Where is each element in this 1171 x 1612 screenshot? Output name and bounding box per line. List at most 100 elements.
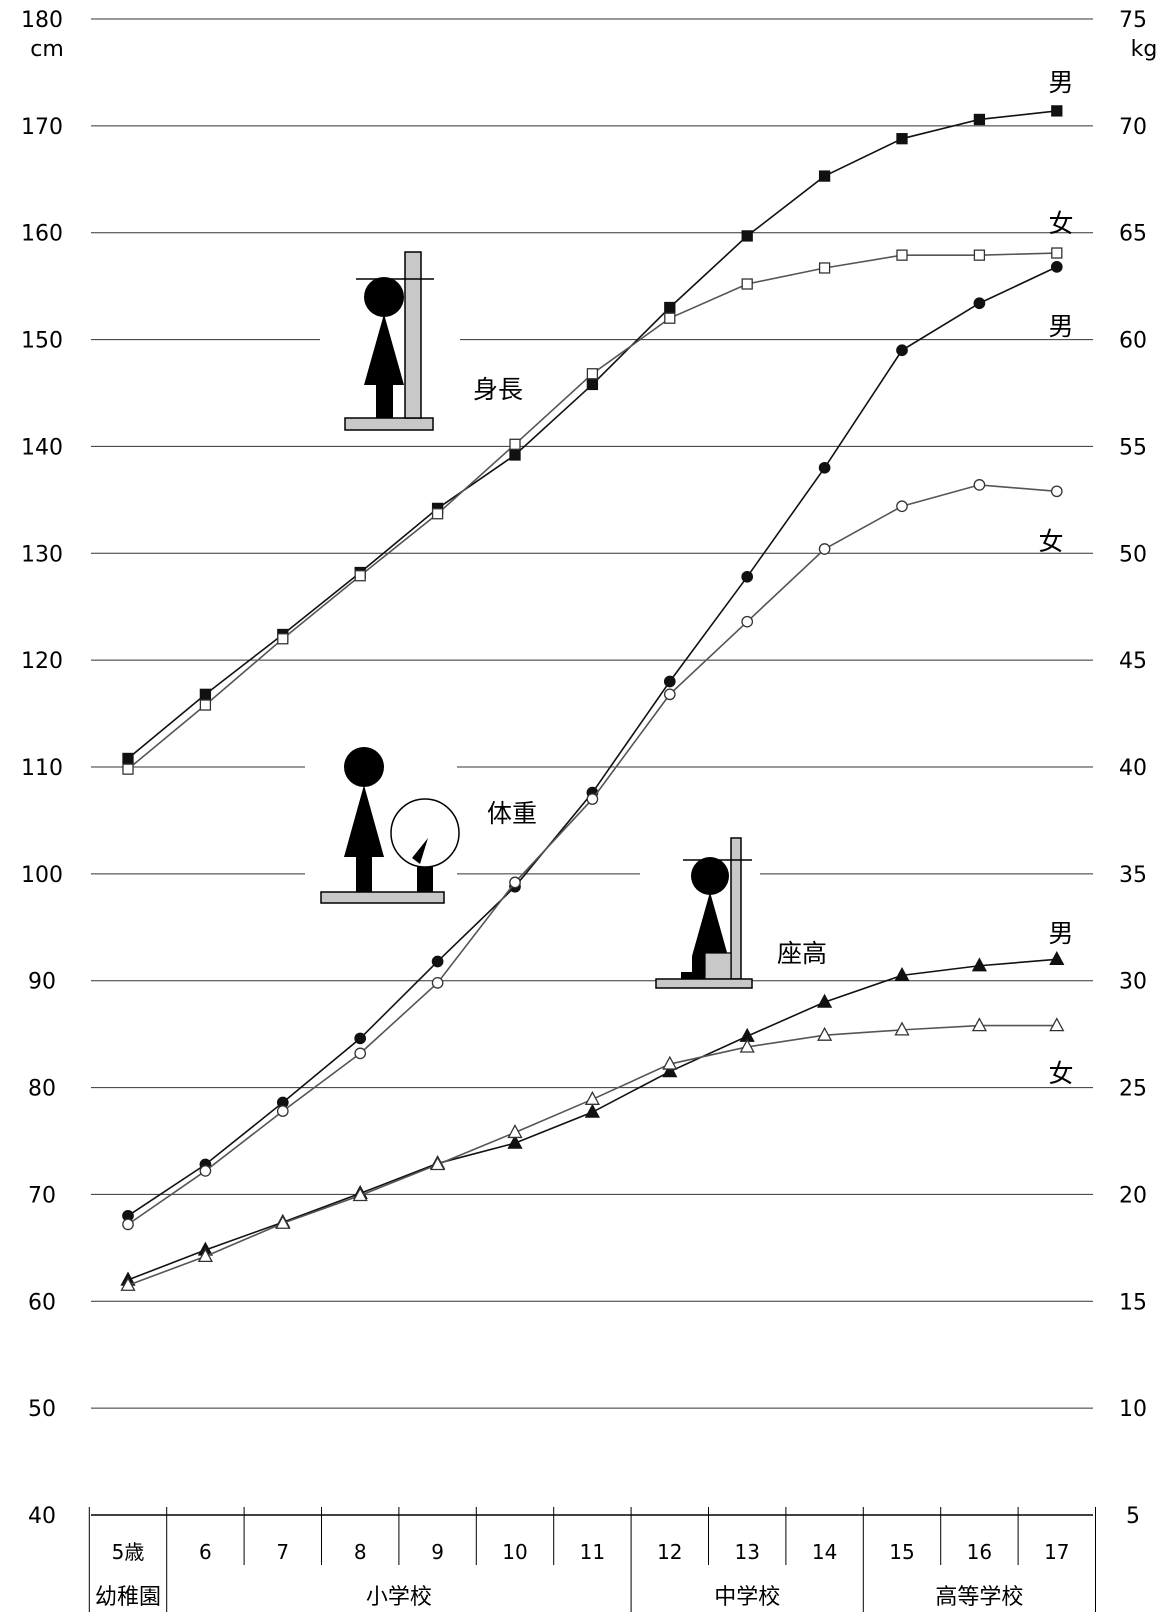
data-point — [1049, 1017, 1065, 1032]
x-tick-label: 10 — [502, 1540, 527, 1564]
x-tick-label: 11 — [580, 1540, 605, 1564]
data-point — [277, 633, 289, 645]
data-point — [276, 1105, 289, 1117]
data-point — [586, 378, 599, 391]
right-axis-unit: kg — [1131, 37, 1158, 62]
data-point — [663, 688, 676, 701]
person-head — [364, 277, 404, 317]
series-layer — [120, 105, 1065, 1291]
data-point — [275, 1214, 291, 1229]
group-label: 座高 — [777, 939, 827, 968]
data-point — [122, 1218, 134, 1231]
data-point — [1050, 485, 1063, 498]
series-line — [127, 958, 1057, 1281]
right-tick-label: 60 — [1119, 329, 1147, 354]
data-point — [430, 1156, 446, 1171]
person-legs — [692, 956, 705, 979]
data-point — [741, 615, 754, 628]
seat-box — [704, 952, 732, 980]
data-point — [739, 1038, 755, 1053]
data-point — [199, 699, 212, 711]
data-point — [584, 1103, 600, 1118]
data-point — [509, 876, 521, 889]
data-point — [663, 675, 676, 688]
right-tick-label: 65 — [1119, 222, 1147, 247]
x-tick-label: 8 — [354, 1540, 367, 1564]
data-point — [973, 113, 986, 126]
series-label: 男 — [1048, 312, 1073, 341]
school-level-label: 中学校 — [714, 1585, 780, 1610]
series-label: 男 — [1048, 68, 1073, 97]
right-tick-label: 20 — [1119, 1183, 1147, 1208]
stadiometer-pole — [404, 251, 422, 419]
series-line — [127, 110, 1057, 760]
data-point — [973, 479, 986, 491]
stadiometer-pole — [730, 837, 742, 980]
left-tick-label: 70 — [28, 1183, 56, 1208]
series-label: 女 — [1048, 1059, 1073, 1088]
data-point — [662, 1063, 678, 1078]
stadiometer-base — [655, 978, 753, 989]
right-tick-label: 5 — [1126, 1504, 1140, 1529]
data-point — [973, 297, 986, 310]
x-tick-label: 6 — [199, 1540, 212, 1564]
right-tick-label: 10 — [1119, 1397, 1147, 1422]
data-point — [431, 955, 444, 968]
data-point — [352, 1187, 368, 1202]
right-tick-label: 35 — [1119, 863, 1147, 888]
group-label: 体重 — [487, 799, 537, 828]
series-line — [127, 266, 1058, 1217]
data-point — [507, 1124, 523, 1139]
data-point — [664, 301, 676, 314]
left-tick-label: 110 — [21, 756, 63, 781]
data-point — [741, 570, 754, 583]
series-circle-male — [122, 261, 1063, 1222]
scale-foot — [417, 867, 433, 892]
right-tick-label: 55 — [1119, 435, 1147, 460]
person-head — [691, 857, 729, 895]
data-point — [199, 688, 212, 700]
x-tick-label: 17 — [1044, 1540, 1069, 1564]
series-square-male — [122, 105, 1063, 765]
left-tick-label: 170 — [21, 115, 63, 140]
right-tick-label: 15 — [1119, 1290, 1147, 1315]
data-point — [741, 278, 753, 290]
left-tick-label: 130 — [21, 542, 63, 567]
data-point — [896, 500, 908, 513]
left-tick-label: 100 — [21, 863, 63, 888]
person-body — [344, 785, 384, 857]
person-legs — [356, 857, 372, 892]
right-tick-label: 25 — [1119, 1077, 1147, 1102]
x-tick-label: 5歳 — [112, 1540, 145, 1564]
data-point — [817, 993, 833, 1008]
person-body — [692, 892, 728, 956]
right-tick-label: 70 — [1119, 115, 1147, 140]
right-tick-label: 45 — [1119, 649, 1147, 674]
person-feet — [681, 972, 693, 979]
series-line — [127, 252, 1057, 770]
height-measure-illustration — [320, 251, 460, 431]
data-point — [586, 368, 599, 380]
data-point — [586, 793, 599, 805]
data-point — [507, 1134, 523, 1149]
data-point — [1050, 261, 1063, 273]
data-point — [354, 570, 366, 582]
left-axis: cm 40 50 60 70 80 90 100 110 120 130 140 150 160 170 1… — [21, 8, 64, 1529]
data-point — [664, 312, 676, 324]
data-point — [662, 1055, 678, 1070]
right-tick-label: 40 — [1119, 756, 1147, 781]
data-point — [741, 230, 753, 242]
left-tick-label: 50 — [28, 1397, 56, 1422]
left-axis-unit: cm — [30, 37, 64, 62]
person-body — [364, 314, 404, 385]
data-point — [1049, 950, 1065, 965]
school-level-label: 高等学校 — [935, 1585, 1023, 1610]
data-point — [818, 461, 831, 474]
data-point — [973, 249, 986, 261]
scale-needle — [412, 838, 428, 864]
x-tick-label: 16 — [967, 1540, 992, 1564]
left-tick-label: 180 — [21, 8, 63, 33]
data-point — [896, 344, 908, 357]
x-tick-label: 13 — [734, 1540, 759, 1564]
right-tick-label: 50 — [1119, 542, 1147, 567]
